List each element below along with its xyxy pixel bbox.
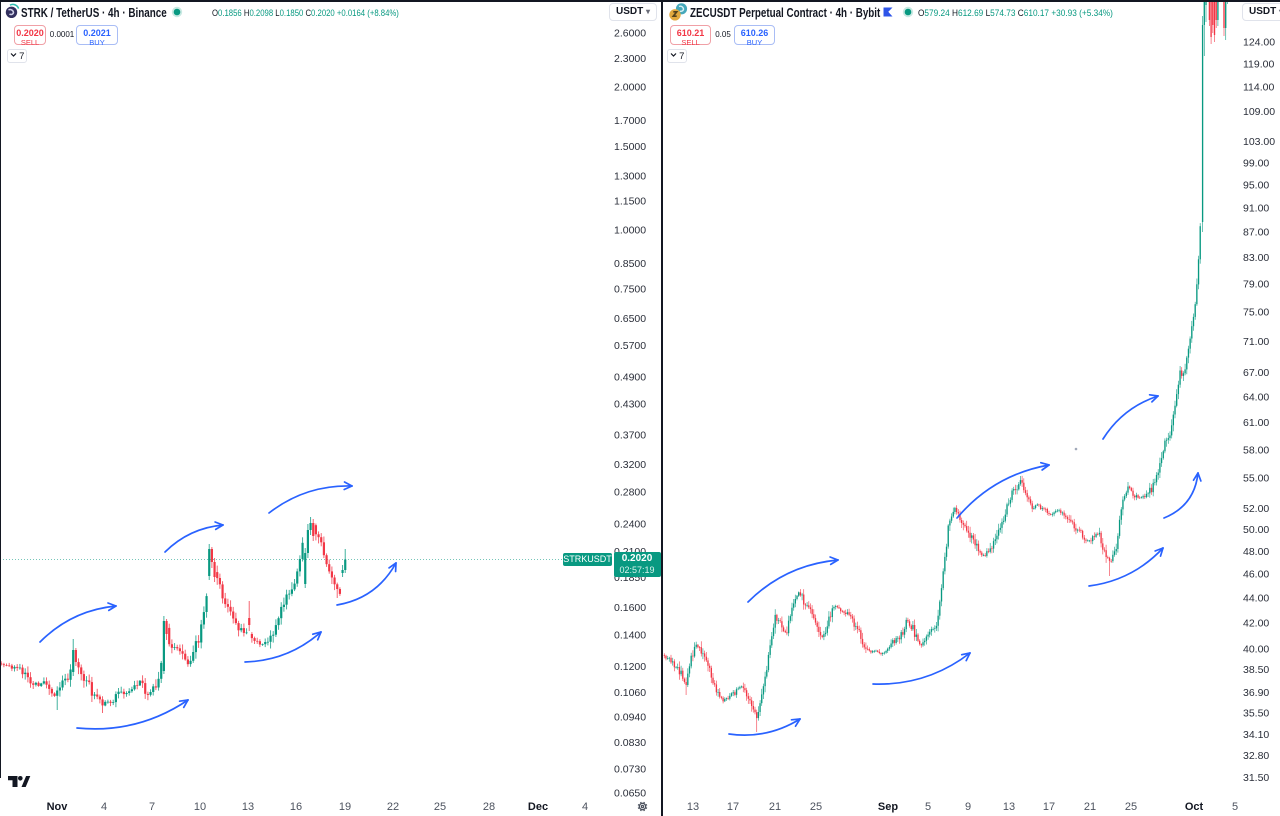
svg-text:17: 17	[1043, 801, 1055, 813]
svg-text:0.1060: 0.1060	[614, 687, 646, 699]
svg-text:2.6000: 2.6000	[614, 28, 646, 40]
svg-text:0.3200: 0.3200	[614, 459, 646, 471]
svg-text:21: 21	[1084, 801, 1096, 813]
svg-text:0.4300: 0.4300	[614, 398, 646, 410]
svg-text:0.3700: 0.3700	[614, 429, 646, 441]
svg-text:25: 25	[810, 801, 822, 813]
svg-text:32.80: 32.80	[1243, 750, 1269, 762]
svg-text:0.1200: 0.1200	[614, 661, 646, 673]
svg-text:0.1400: 0.1400	[614, 630, 646, 642]
svg-text:103.00: 103.00	[1243, 136, 1275, 148]
svg-text:1.7000: 1.7000	[614, 115, 646, 127]
svg-text:48.00: 48.00	[1243, 546, 1269, 558]
svg-text:10: 10	[194, 801, 206, 813]
svg-text:0.0830: 0.0830	[614, 737, 646, 749]
svg-text:13: 13	[687, 801, 699, 813]
svg-text:99.00: 99.00	[1243, 157, 1269, 169]
svg-text:38.50: 38.50	[1243, 664, 1269, 676]
svg-text:4: 4	[582, 801, 588, 813]
svg-text:0.4900: 0.4900	[614, 371, 646, 383]
svg-text:44.00: 44.00	[1243, 593, 1269, 605]
svg-text:114.00: 114.00	[1243, 82, 1274, 94]
svg-text:31.50: 31.50	[1243, 772, 1269, 784]
svg-text:4: 4	[101, 801, 107, 813]
svg-text:91.00: 91.00	[1243, 203, 1269, 215]
svg-text:50.00: 50.00	[1243, 524, 1269, 536]
svg-text:1.1500: 1.1500	[614, 196, 646, 208]
svg-text:21: 21	[769, 801, 781, 813]
svg-text:0.2800: 0.2800	[614, 487, 646, 499]
svg-text:34.10: 34.10	[1243, 729, 1269, 741]
svg-text:25: 25	[1125, 801, 1137, 813]
svg-text:61.00: 61.00	[1243, 417, 1269, 429]
svg-text:9: 9	[965, 801, 971, 813]
svg-text:46.00: 46.00	[1243, 569, 1269, 581]
svg-text:35.50: 35.50	[1243, 708, 1269, 720]
svg-text:Nov: Nov	[47, 801, 69, 813]
svg-text:0.0940: 0.0940	[614, 712, 646, 724]
svg-text:58.00: 58.00	[1243, 444, 1269, 456]
svg-text:0.0650: 0.0650	[614, 788, 646, 800]
svg-text:25: 25	[434, 801, 446, 813]
svg-text:Oct: Oct	[1185, 801, 1204, 813]
svg-text:40.00: 40.00	[1243, 644, 1269, 656]
svg-text:5: 5	[925, 801, 931, 813]
svg-text:83.00: 83.00	[1243, 252, 1269, 264]
svg-text:2.3000: 2.3000	[614, 53, 646, 65]
svg-text:0.7500: 0.7500	[614, 284, 646, 296]
svg-text:87.00: 87.00	[1243, 227, 1269, 239]
svg-text:0.1600: 0.1600	[614, 602, 646, 614]
svg-text:Sep: Sep	[878, 801, 898, 813]
svg-text:119.00: 119.00	[1243, 59, 1274, 71]
svg-text:124.00: 124.00	[1243, 37, 1275, 49]
svg-text:Dec: Dec	[528, 801, 548, 813]
svg-text:52.00: 52.00	[1243, 503, 1269, 515]
svg-text:0.8500: 0.8500	[614, 258, 646, 270]
svg-text:19: 19	[339, 801, 351, 813]
svg-text:1.3000: 1.3000	[614, 170, 646, 182]
svg-text:0.5700: 0.5700	[614, 340, 646, 352]
svg-text:109.00: 109.00	[1243, 106, 1275, 118]
svg-text:67.00: 67.00	[1243, 367, 1269, 379]
svg-text:64.00: 64.00	[1243, 391, 1269, 403]
svg-text:0.2400: 0.2400	[614, 518, 646, 530]
svg-text:75.00: 75.00	[1243, 306, 1269, 318]
svg-text:5: 5	[1232, 801, 1238, 813]
svg-text:13: 13	[1003, 801, 1015, 813]
svg-text:28: 28	[483, 801, 495, 813]
svg-text:0.6500: 0.6500	[614, 313, 646, 325]
svg-text:71.00: 71.00	[1243, 336, 1269, 348]
svg-text:36.90: 36.90	[1243, 687, 1269, 699]
svg-text:95.00: 95.00	[1243, 180, 1269, 192]
svg-text:17: 17	[727, 801, 739, 813]
svg-text:1.0000: 1.0000	[614, 224, 646, 236]
svg-text:79.00: 79.00	[1243, 279, 1269, 291]
svg-text:16: 16	[290, 801, 302, 813]
svg-text:1.5000: 1.5000	[614, 141, 646, 153]
svg-text:13: 13	[242, 801, 254, 813]
svg-text:7: 7	[149, 801, 155, 813]
svg-text:42.00: 42.00	[1243, 617, 1269, 629]
svg-text:55.00: 55.00	[1243, 473, 1269, 485]
svg-text:22: 22	[387, 801, 399, 813]
svg-text:0.0730: 0.0730	[614, 764, 646, 776]
svg-text:2.0000: 2.0000	[614, 82, 646, 94]
